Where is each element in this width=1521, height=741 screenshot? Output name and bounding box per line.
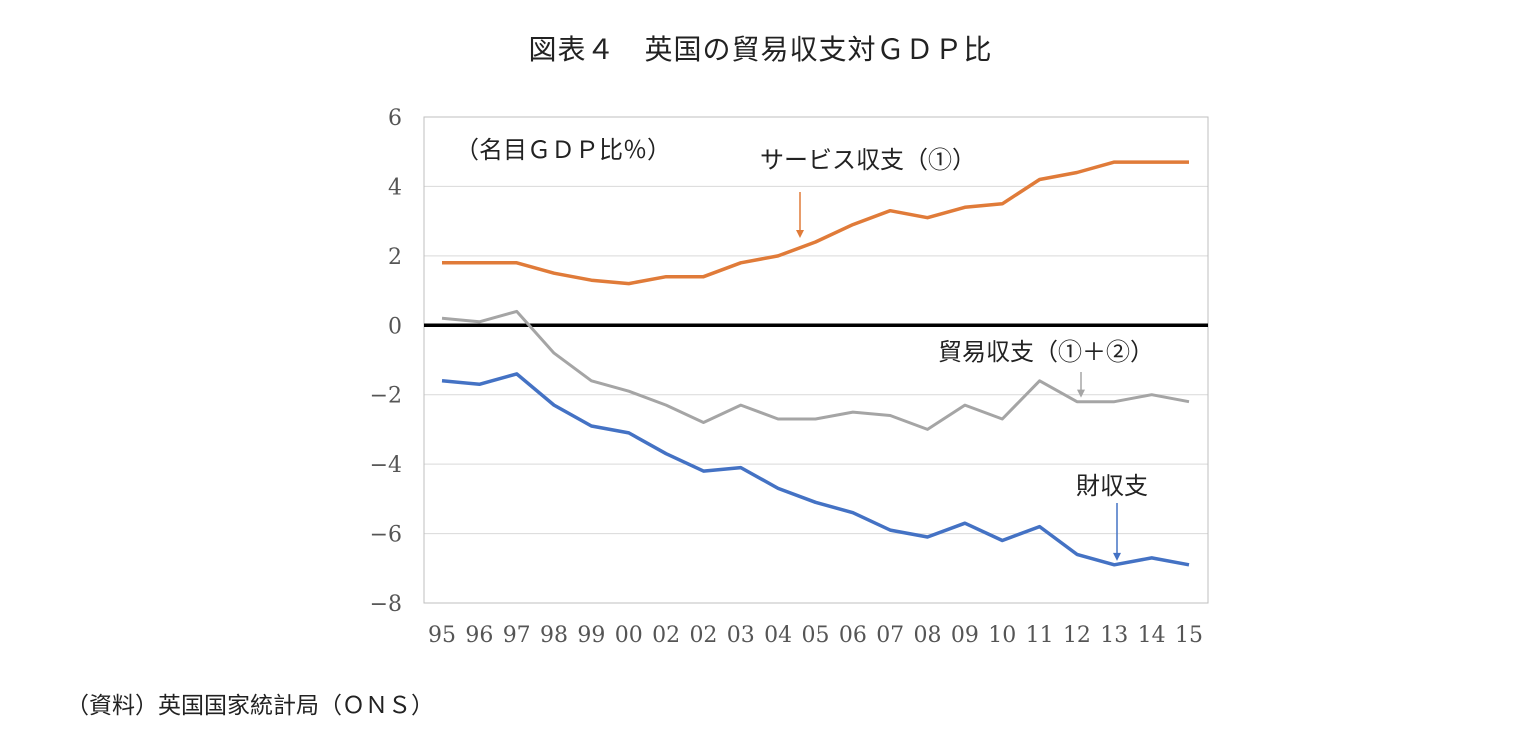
annotation-label: サービス収支（①） (760, 146, 976, 174)
x-tick-label: 00 (615, 623, 643, 648)
y-tick-label: 2 (388, 245, 402, 270)
x-tick-label: 11 (1026, 623, 1054, 648)
annotation-label: 財収支 (1076, 472, 1148, 500)
x-tick-label: 12 (1063, 623, 1091, 648)
x-tick-label: 15 (1175, 623, 1203, 648)
y-tick-label: 6 (388, 106, 402, 131)
y-axis-ticks: 6 4 2 0 −2 −4 −6 −8 (370, 106, 402, 617)
x-tick-label: 02 (652, 623, 680, 648)
arrow-head (1113, 552, 1121, 561)
x-tick-label: 05 (802, 623, 830, 648)
y-tick-label: −6 (370, 523, 402, 548)
chart-title: 図表４ 英国の貿易収支対ＧＤＰ比 (528, 33, 993, 66)
annotation-label: 貿易収支（①＋②） (938, 338, 1154, 366)
x-tick-label: 06 (839, 623, 867, 648)
y-tick-label: −8 (370, 592, 402, 617)
x-tick-label: 09 (951, 623, 979, 648)
x-tick-label: 08 (914, 623, 942, 648)
x-tick-label: 97 (503, 623, 531, 648)
x-axis-ticks: 95 96 97 98 99 00 02 02 03 04 05 06 07 08 09 10 11 12 13 14… (428, 623, 1203, 648)
x-tick-label: 04 (764, 623, 792, 648)
y-tick-label: −2 (370, 384, 402, 409)
unit-label: （名目ＧＤＰ比％） (455, 136, 671, 164)
x-tick-label: 02 (689, 623, 717, 648)
plot-area-frame (423, 116, 1209, 604)
x-tick-label: 95 (428, 623, 456, 648)
y-tick-label: 0 (388, 314, 402, 339)
gridlines (424, 185, 1208, 535)
annotations: サービス収支（①） 貿易収支（①＋②） 財収支 (760, 146, 1154, 561)
x-tick-label: 98 (540, 623, 568, 648)
x-tick-label: 13 (1100, 623, 1128, 648)
series-line-1 (441, 309, 1190, 431)
arrow-head (796, 229, 804, 238)
y-tick-label: 4 (388, 175, 402, 200)
x-tick-label: 10 (988, 623, 1016, 648)
x-tick-label: 99 (577, 623, 605, 648)
series-line-2 (441, 372, 1190, 567)
x-tick-label: 03 (727, 623, 755, 648)
x-tick-label: 14 (1138, 623, 1166, 648)
arrow-head (1077, 389, 1085, 398)
series-layer (441, 160, 1190, 567)
series-line-0 (442, 160, 1189, 286)
y-tick-label: −4 (370, 453, 402, 478)
source-note: （資料）英国国家統計局（ＯＮＳ） (66, 693, 434, 719)
x-tick-label: 96 (465, 623, 493, 648)
x-tick-label: 07 (876, 623, 904, 648)
